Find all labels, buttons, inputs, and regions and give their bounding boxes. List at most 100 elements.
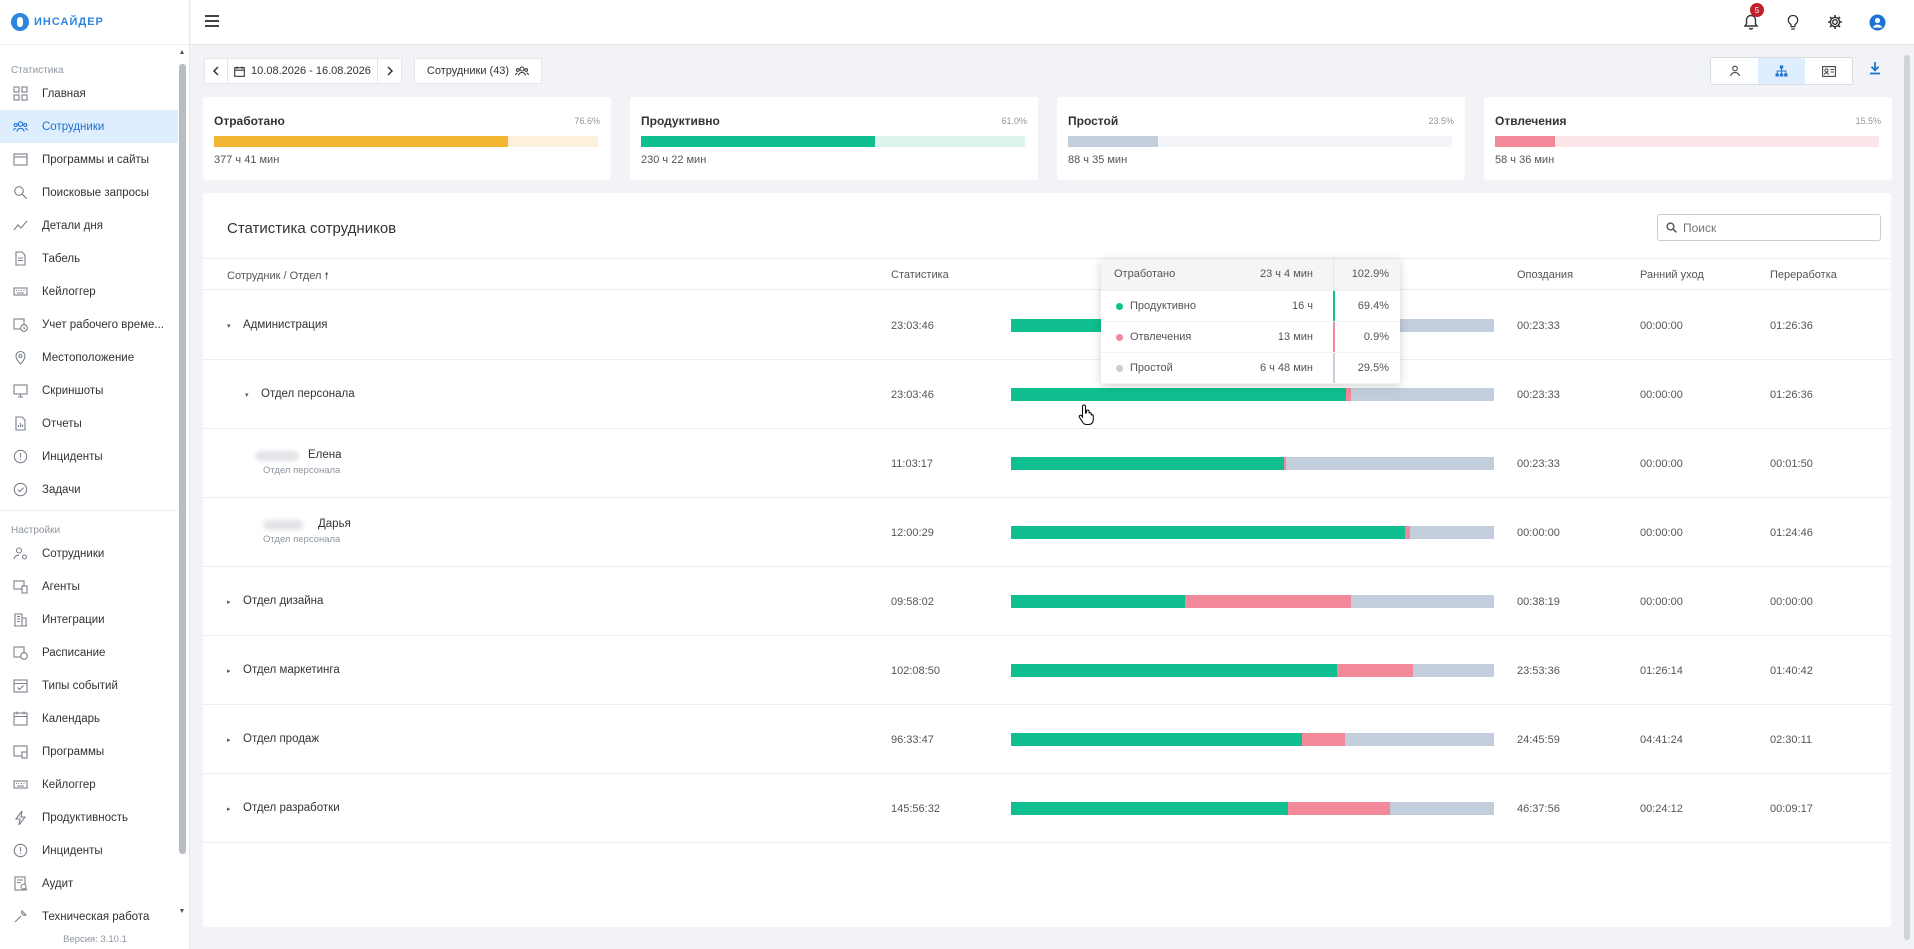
sidebar-item-settings-7[interactable]: Кейлоггер (0, 768, 178, 801)
bar-idle[interactable] (1350, 388, 1494, 401)
row-name[interactable]: Отдел дизайна (243, 595, 324, 607)
bar-distraction[interactable] (1302, 733, 1345, 746)
bar-productive[interactable] (1011, 595, 1185, 608)
sidebar-item-stats-2[interactable]: Программы и сайты (0, 143, 178, 176)
column-header-overtime[interactable]: Переработка (1770, 269, 1837, 281)
caret-right-icon[interactable]: ▸ (227, 599, 231, 606)
caret-right-icon[interactable]: ▸ (227, 737, 231, 744)
sidebar-item-stats-10[interactable]: Отчеты (0, 407, 178, 440)
scroll-up-arrow[interactable]: ▲ (178, 49, 186, 56)
scroll-down-arrow[interactable]: ▼ (178, 908, 186, 915)
column-header-late[interactable]: Опоздания (1517, 269, 1574, 281)
bar-idle[interactable] (1286, 457, 1494, 470)
bar-idle[interactable] (1350, 595, 1494, 608)
employees-filter-button[interactable]: Сотрудники (43) (414, 58, 542, 84)
row-stats-bar[interactable] (1011, 664, 1494, 677)
sidebar-item-stats-4[interactable]: Детали дня (0, 209, 178, 242)
sidebar-item-settings-10[interactable]: Аудит (0, 867, 178, 900)
bar-productive[interactable] (1011, 457, 1284, 470)
bar-productive[interactable] (1011, 733, 1303, 746)
sidebar-item-settings-4[interactable]: Типы событий (0, 669, 178, 702)
caret-down-icon[interactable]: ▾ (227, 323, 231, 330)
table-row[interactable]: ▸ Отдел разработки 145:56:32 46:37:56 00:24:… (203, 774, 1891, 843)
bar-distraction[interactable] (1287, 802, 1391, 815)
caret-right-icon[interactable]: ▸ (227, 668, 231, 675)
table-row[interactable]: Елена Отдел персонала 11:03:17 00:23:33 00:0… (203, 429, 1891, 498)
menu-toggle-icon[interactable] (205, 15, 219, 27)
table-row[interactable]: ▸ Отдел дизайна 09:58:02 00:38:19 00:00:00 00… (203, 567, 1891, 636)
row-name[interactable]: Отдел маркетинга (243, 664, 340, 676)
sidebar-item-stats-6[interactable]: Кейлоггер (0, 275, 178, 308)
sidebar-scrollbar[interactable] (179, 64, 186, 854)
bar-idle[interactable] (1410, 526, 1494, 539)
row-name[interactable]: Отдел персонала (261, 388, 355, 400)
user-avatar-icon[interactable] (1867, 12, 1887, 32)
row-stats-bar[interactable] (1011, 526, 1494, 539)
bar-productive[interactable] (1011, 526, 1405, 539)
bar-distraction[interactable] (1346, 388, 1351, 401)
search-box[interactable] (1657, 214, 1881, 241)
bar-distraction[interactable] (1283, 457, 1287, 470)
sidebar-item-stats-9[interactable]: Скриншоты (0, 374, 178, 407)
row-stats-bar[interactable] (1011, 733, 1494, 746)
app-logo[interactable]: ИНСАЙДЕР (0, 0, 189, 45)
row-stats-bar[interactable] (1011, 388, 1494, 401)
sidebar-item-settings-1[interactable]: Агенты (0, 570, 178, 603)
page-scrollbar[interactable] (1904, 55, 1910, 940)
sidebar-item-stats-7[interactable]: Учет рабочего време... (0, 308, 178, 341)
table-row[interactable]: ▾ Администрация 23:03:46 00:23:33 00:00:00 01… (203, 291, 1891, 360)
bar-distraction[interactable] (1337, 664, 1413, 677)
bar-productive[interactable] (1011, 388, 1347, 401)
row-stats-bar[interactable] (1011, 595, 1494, 608)
row-name[interactable]: Отдел разработки (243, 802, 340, 814)
row-name[interactable]: Елена (308, 449, 342, 461)
bar-productive[interactable] (1011, 802, 1288, 815)
caret-down-icon[interactable]: ▾ (245, 392, 249, 399)
sidebar-item-settings-8[interactable]: Продуктивность (0, 801, 178, 834)
row-name[interactable]: Администрация (243, 319, 328, 331)
sidebar-item-stats-8[interactable]: Местоположение (0, 341, 178, 374)
next-period-button[interactable] (378, 58, 402, 84)
row-stats-bar[interactable] (1011, 457, 1494, 470)
sidebar-item-settings-9[interactable]: Инциденты (0, 834, 178, 867)
table-row[interactable]: ▾ Отдел персонала 23:03:46 00:23:33 00:00:00… (203, 360, 1891, 429)
table-row[interactable]: ▸ Отдел продаж 96:33:47 24:45:59 04:41:24 02:… (203, 705, 1891, 774)
view-user-button[interactable] (1711, 58, 1758, 84)
sidebar-item-stats-12[interactable]: Задачи (0, 473, 178, 506)
bar-idle[interactable] (1412, 664, 1494, 677)
column-header-employee[interactable]: Сотрудник / Отдел 🠕 (227, 269, 329, 286)
sidebar-item-stats-1[interactable]: Сотрудники (0, 110, 178, 143)
view-org-structure-button[interactable] (1758, 58, 1805, 84)
row-name[interactable]: Дарья (318, 518, 351, 530)
sidebar-item-settings-0[interactable]: Сотрудники (0, 537, 178, 570)
sidebar-item-stats-0[interactable]: Главная (0, 77, 178, 110)
row-stats-bar[interactable] (1011, 802, 1494, 815)
search-input[interactable] (1683, 220, 1853, 235)
sidebar-item-settings-2[interactable]: Интеграции (0, 603, 178, 636)
column-header-early-leave[interactable]: Ранний уход (1640, 269, 1704, 281)
sidebar-item-stats-5[interactable]: Табель (0, 242, 178, 275)
caret-right-icon[interactable]: ▸ (227, 806, 231, 813)
sidebar-item-settings-3[interactable]: Расписание (0, 636, 178, 669)
bar-productive[interactable] (1011, 664, 1338, 677)
table-row[interactable]: Дарья Отдел персонала 12:00:29 00:00:00 00:0… (203, 498, 1891, 567)
prev-period-button[interactable] (204, 58, 228, 84)
notifications-button[interactable]: 5 (1741, 3, 1764, 32)
sidebar-item-settings-11[interactable]: Техническая работа (0, 900, 178, 925)
bar-distraction[interactable] (1184, 595, 1351, 608)
sidebar-item-stats-3[interactable]: Поисковые запросы (0, 176, 178, 209)
bar-distraction[interactable] (1404, 526, 1411, 539)
sidebar-item-settings-5[interactable]: Календарь (0, 702, 178, 735)
table-row[interactable]: ▸ Отдел маркетинга 102:08:50 23:53:36 01:26:… (203, 636, 1891, 705)
bar-idle[interactable] (1390, 802, 1494, 815)
lightbulb-icon[interactable] (1783, 12, 1803, 32)
download-button[interactable] (1869, 61, 1881, 78)
sidebar-item-settings-6[interactable]: Программы (0, 735, 178, 768)
bar-idle[interactable] (1344, 733, 1494, 746)
settings-gear-icon[interactable] (1825, 12, 1845, 32)
view-card-button[interactable] (1805, 58, 1852, 84)
row-name[interactable]: Отдел продаж (243, 733, 320, 745)
date-range-picker[interactable]: 10.08.2026 - 16.08.2026 (228, 58, 378, 84)
sidebar-item-stats-11[interactable]: Инциденты (0, 440, 178, 473)
sort-arrow-icon[interactable]: 🠕 (324, 271, 329, 282)
